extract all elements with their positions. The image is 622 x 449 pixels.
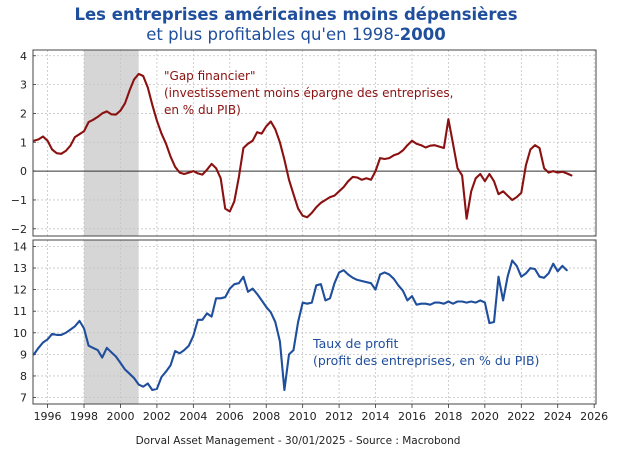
x-axis-ticks: 1996 1998 2000 2002 2004 2006 2008 2010 2012 2014… [34, 404, 608, 423]
series-line-profit [32, 259, 568, 392]
x-tick-label: 2016 [398, 410, 426, 423]
chart-title-line2-part1: et plus profitables qu'en 1998- [146, 25, 400, 44]
y-tick-label: 10 [13, 327, 27, 340]
x-tick-label: 2026 [580, 410, 608, 423]
profit-annotation-line2: (profit des entreprises, en % du PIB) [313, 353, 539, 368]
x-tick-label: 2010 [289, 410, 317, 423]
shaded-period [84, 240, 139, 404]
x-tick-label: 2018 [434, 410, 462, 423]
x-tick-label: 2014 [362, 410, 390, 423]
y-tick-label: −2 [11, 223, 27, 236]
y-tick-label: 14 [13, 240, 27, 253]
y-tick-label: −1 [11, 194, 27, 207]
x-tick-label: 2024 [544, 410, 572, 423]
x-tick-label: 2000 [106, 410, 134, 423]
x-tick-label: 2006 [216, 410, 244, 423]
y-tick-label: 13 [13, 262, 27, 275]
x-tick-label: 2022 [507, 410, 535, 423]
y-tick-label: 7 [20, 392, 27, 405]
profit-annotation-line1: Taux de profit [312, 336, 398, 351]
y-tick-label: 8 [20, 370, 27, 383]
chart-title-line2: et plus profitables qu'en 1998-2000 [146, 25, 445, 44]
gap-annotation-line2: (investissement moins épargne des entrep… [164, 86, 453, 100]
y-tick-label: 9 [20, 348, 27, 361]
gap-annotation-line3: en % du PIB) [164, 103, 241, 117]
y-tick-label: 3 [20, 79, 27, 92]
x-tick-label: 2012 [325, 410, 353, 423]
x-tick-label: 2004 [179, 410, 207, 423]
panel-gap-financier: −2 −1 0 1 2 3 4 [11, 49, 597, 237]
y-tick-label: 2 [20, 107, 27, 120]
panel-taux-de-profit: 7 8 9 10 11 12 13 14 [13, 239, 597, 405]
y-tick-label: 0 [20, 165, 27, 178]
chart-title-line1: Les entreprises américaines moins dépens… [74, 5, 517, 24]
x-tick-label: 2002 [143, 410, 171, 423]
source-footer: Dorval Asset Management - 30/01/2025 - S… [136, 435, 461, 447]
y-tick-label: 1 [20, 136, 27, 149]
y-tick-label: 11 [13, 305, 27, 318]
plot-frame [32, 239, 597, 405]
x-tick-label: 1998 [70, 410, 98, 423]
shaded-period [84, 50, 139, 236]
chart-title-line2-part2: 2000 [400, 25, 446, 44]
y-tick-label: 4 [20, 50, 27, 63]
x-tick-label: 2020 [471, 410, 499, 423]
plot-frame [32, 49, 597, 237]
x-tick-label: 2008 [252, 410, 280, 423]
x-tick-label: 1996 [34, 410, 62, 423]
y-tick-label: 12 [13, 284, 27, 297]
gap-annotation-line1: "Gap financier" [164, 69, 256, 83]
series-line-gap [32, 72, 573, 220]
